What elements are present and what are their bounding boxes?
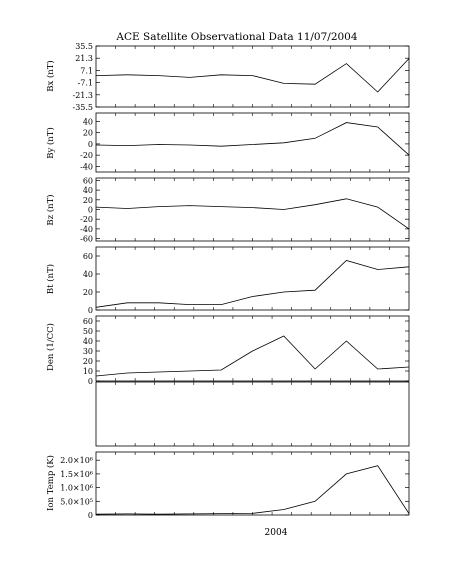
y-axis-label: Bz (nT)	[45, 194, 56, 225]
y-axis-label: Bt (nT)	[45, 264, 56, 294]
y-tick-label: 1.5×10⁶	[60, 470, 93, 479]
y-tick-label: -60	[80, 235, 93, 244]
panel-frame	[95, 45, 410, 108]
panel-frame	[95, 112, 410, 173]
y-tick-label: 40	[83, 117, 93, 126]
figure-title: ACE Satellite Observational Data 11/07/2…	[115, 31, 357, 43]
y-tick-label: 7.1	[80, 66, 93, 75]
y-axis-label: Ion Temp (K)	[45, 455, 56, 511]
data-line	[95, 58, 410, 93]
data-line	[95, 198, 410, 230]
y-tick-label: 20	[83, 357, 93, 366]
y-tick-label: 60	[83, 252, 93, 261]
panel-frame	[95, 381, 410, 447]
y-tick-label: 20	[83, 288, 93, 297]
y-tick-label: 60	[83, 176, 93, 185]
y-axis-label: Den (1/CC)	[45, 323, 56, 371]
y-tick-label: -40	[80, 225, 93, 234]
y-tick-label: 2.0×10⁶	[60, 456, 93, 465]
y-axis-label: By (nT)	[45, 127, 56, 159]
y-tick-label: 0	[88, 306, 93, 315]
panel-frame	[95, 315, 410, 382]
data-line	[95, 335, 410, 377]
data-line	[95, 465, 410, 515]
y-tick-label: 10	[83, 367, 93, 376]
panel-frame	[95, 451, 410, 516]
panel-2: 40 20 0 -20 -40 By (nT)	[45, 112, 410, 173]
panel-frame	[95, 177, 410, 242]
y-tick-label: -20	[80, 151, 93, 160]
panel-7: 2.0×10⁶ 1.5×10⁶ 1.0×10⁶ 5.0×10⁵ 0 Ion Temp (K…	[45, 451, 410, 520]
y-axis-label: Bx (nT)	[45, 60, 56, 92]
y-tick-label: 35.5	[75, 42, 93, 51]
y-tick-label: 5.0×10⁵	[60, 497, 93, 506]
y-tick-label: 0	[88, 140, 93, 149]
y-tick-label: 50	[83, 327, 93, 336]
y-tick-label: 40	[83, 337, 93, 346]
y-tick-label: -7.1	[78, 79, 93, 88]
panel-1: 35.5 21.3 7.1 -7.1 -21.3 -35.5 Bx (nT)	[45, 42, 410, 112]
y-tick-label: 1.0×10⁶	[60, 484, 93, 493]
y-tick-label: 60	[83, 317, 93, 326]
y-tick-label: 0	[88, 377, 93, 386]
panel-4: 60 40 20 0 Bt (nT)	[45, 246, 410, 315]
x-axis-label: 2004	[265, 528, 288, 538]
y-tick-label: -40	[80, 162, 93, 171]
y-tick-label: 40	[83, 186, 93, 195]
data-line	[95, 122, 410, 156]
y-tick-label: 20	[83, 196, 93, 205]
y-tick-label: 30	[83, 347, 93, 356]
y-tick-label: -35.5	[72, 103, 93, 112]
data-line	[95, 260, 410, 308]
y-tick-label: 0	[88, 206, 93, 215]
y-tick-label: 0	[88, 511, 93, 520]
panel-frame	[95, 246, 410, 311]
y-tick-label: 21.3	[75, 54, 93, 63]
y-tick-label: -21.3	[72, 91, 93, 100]
panel-6	[95, 381, 410, 447]
y-tick-label: 20	[83, 129, 93, 138]
y-tick-label: -20	[80, 215, 93, 224]
y-tick-label: 40	[83, 270, 93, 279]
